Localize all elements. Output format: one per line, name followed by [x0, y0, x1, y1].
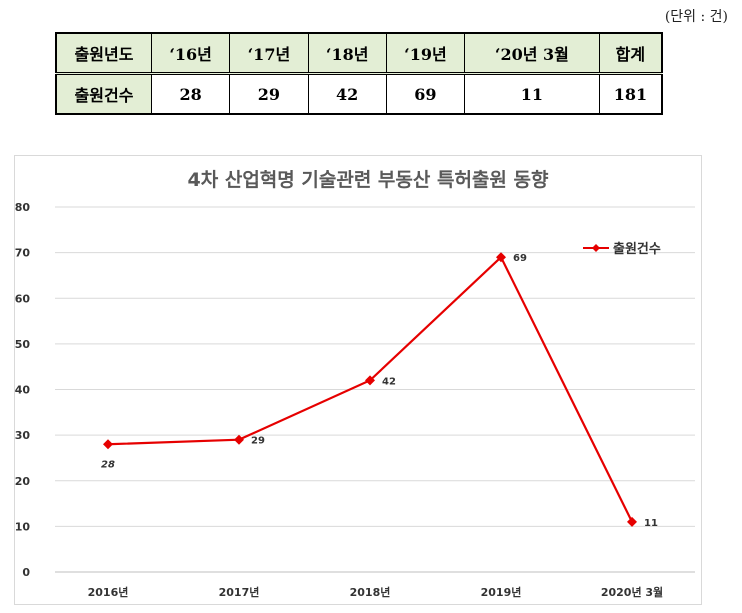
- chart-series: 28 29 42 69 11: [101, 252, 658, 529]
- y-tick-label: 20: [15, 475, 31, 488]
- table-header-label: 출원년도: [55, 32, 152, 75]
- y-tick-label: 0: [22, 566, 30, 579]
- y-tick-label: 50: [15, 338, 31, 351]
- table-header-row: 출원년도 ‘16년 ‘17년 ‘18년 ‘19년 ‘20년 3월 합계: [55, 32, 663, 75]
- data-label: 42: [382, 376, 396, 387]
- legend-marker: [592, 244, 600, 252]
- table-header-cell: ‘20년 3월: [464, 32, 600, 75]
- table-cell: 42: [307, 73, 387, 115]
- y-tick-label: 70: [15, 247, 31, 260]
- chart-frame: [14, 155, 702, 605]
- y-axis: 0 10 20 30 40 50 60 70 80: [15, 201, 31, 579]
- table-cell: 181: [598, 73, 663, 115]
- table-header-cell: 합계: [598, 32, 663, 75]
- table-cell: 29: [229, 73, 309, 115]
- table-header-cell: ‘17년: [229, 32, 309, 75]
- data-point: [103, 439, 113, 450]
- data-label: 29: [251, 436, 265, 447]
- y-tick-label: 30: [15, 429, 31, 442]
- table-cell: 69: [385, 73, 466, 115]
- data-label: 11: [644, 518, 658, 529]
- x-tick-label: 2019년: [481, 585, 522, 599]
- table-header-cell: ‘18년: [307, 32, 387, 75]
- table-cell: 11: [464, 73, 600, 115]
- chart-legend: 출원건수: [583, 241, 661, 257]
- unit-label: (단위 : 건): [664, 9, 728, 25]
- x-axis: 2016년 2017년 2018년 2019년 2020년 3월: [88, 585, 664, 599]
- table-header-cell: ‘16년: [150, 32, 231, 75]
- y-tick-label: 10: [15, 520, 31, 533]
- data-point: [234, 434, 244, 445]
- x-tick-label: 2020년 3월: [601, 585, 663, 599]
- x-tick-label: 2016년: [88, 585, 129, 599]
- table-row: 출원건수 28 29 42 69 11 181: [55, 73, 663, 115]
- data-point: [365, 375, 375, 386]
- data-point: [627, 516, 637, 527]
- y-tick-label: 40: [15, 384, 31, 397]
- data-label: 69: [513, 253, 527, 264]
- data-point: [496, 252, 506, 263]
- chart-grid: [55, 206, 695, 573]
- y-tick-label: 80: [15, 201, 31, 214]
- summary-table: 출원년도 ‘16년 ‘17년 ‘18년 ‘19년 ‘20년 3월 합계 출원건수…: [55, 32, 663, 115]
- chart-title: 4차 산업혁명 기술관련 부동산 특허출원 동향: [188, 169, 549, 191]
- table-row-label: 출원건수: [55, 73, 152, 115]
- table-header-cell: ‘19년: [385, 32, 466, 75]
- table-cell: 28: [150, 73, 231, 115]
- data-label: 28: [101, 459, 115, 470]
- x-tick-label: 2018년: [350, 585, 391, 599]
- y-tick-label: 60: [15, 292, 31, 305]
- x-tick-label: 2017년: [219, 585, 260, 599]
- legend-label: 출원건수: [613, 241, 661, 257]
